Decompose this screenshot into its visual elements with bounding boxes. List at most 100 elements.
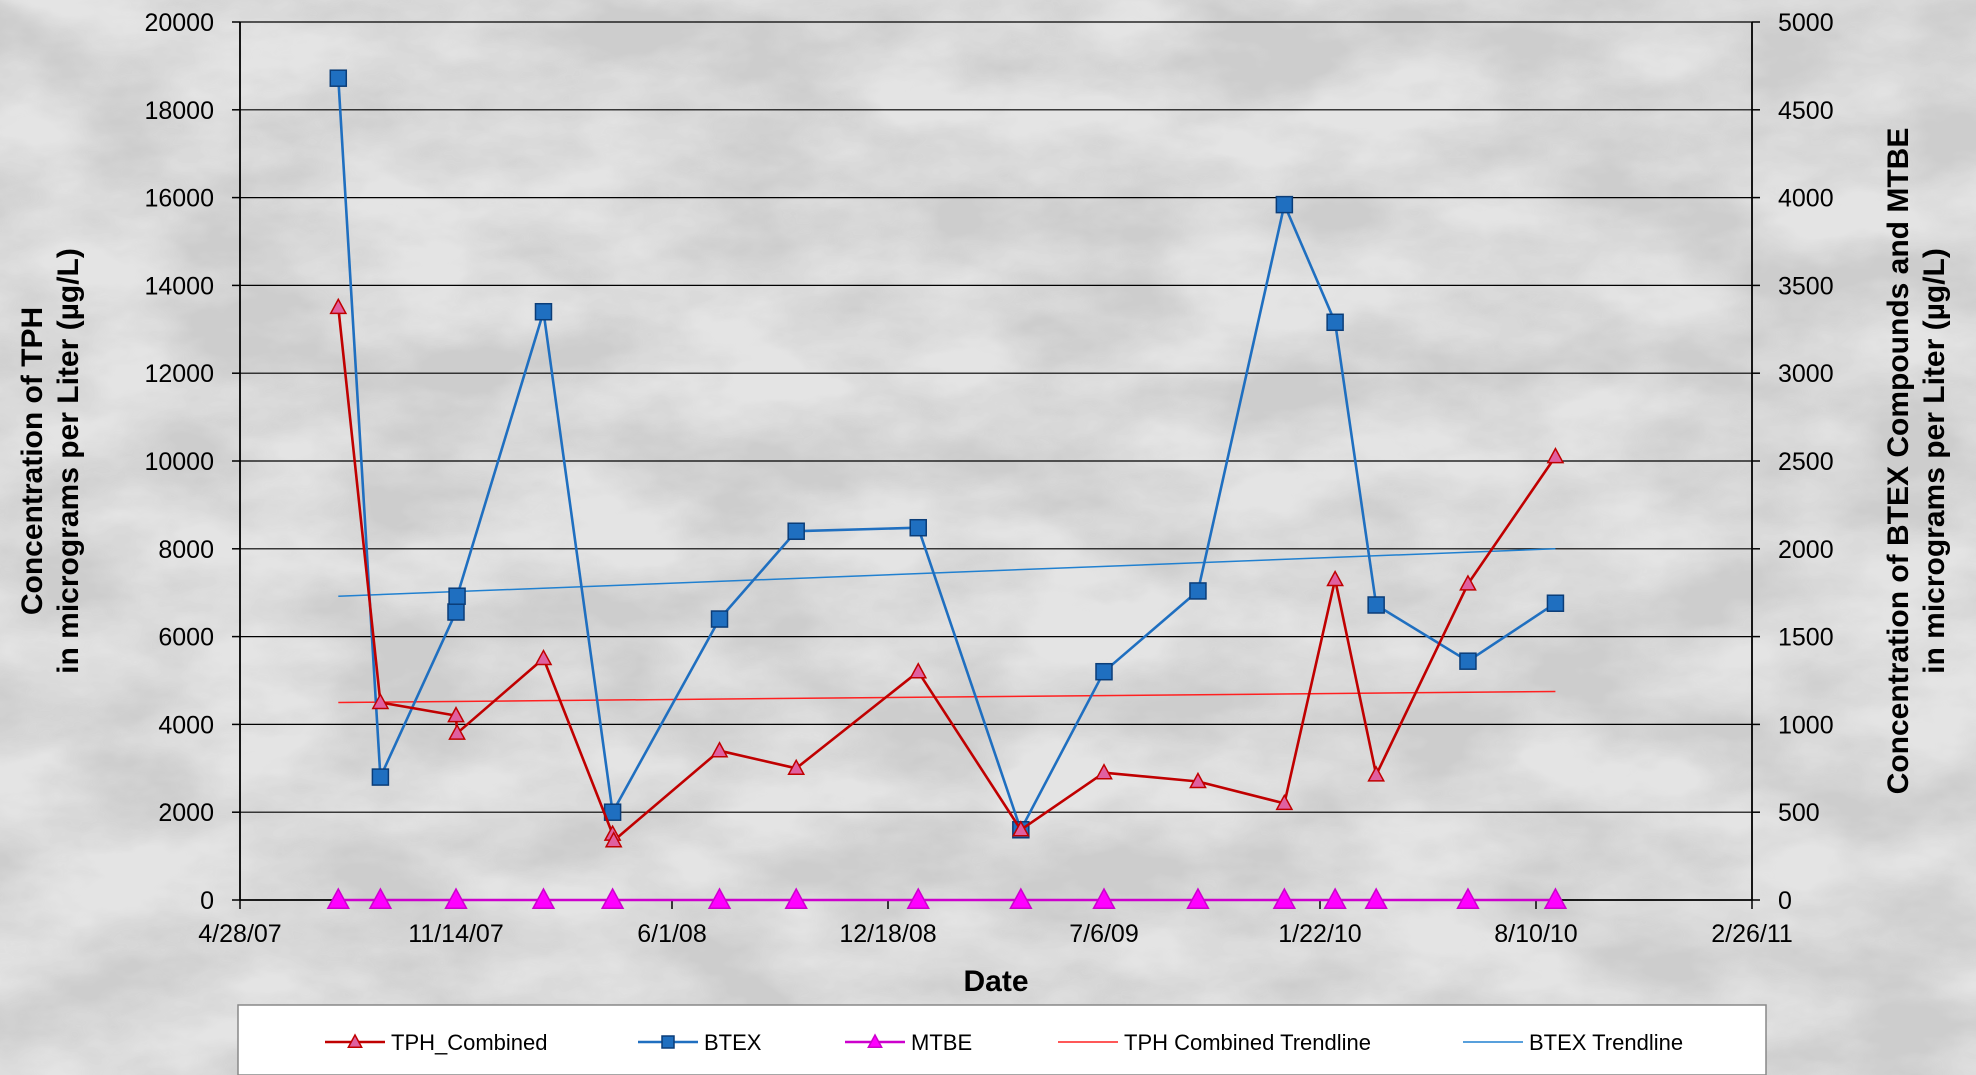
data-point: [368, 887, 393, 909]
legend-box: [237, 1004, 1767, 1075]
axis-title-line: in micrograms per Liter (µg/L): [52, 248, 85, 674]
x-tick-label: 12/18/08: [839, 920, 936, 948]
left-tick-label: 14000: [144, 272, 214, 300]
right-tick-label: 500: [1778, 799, 1820, 827]
data-point: [1459, 652, 1477, 670]
series-mtbe: [326, 887, 1568, 909]
right-tick-label: 2500: [1778, 448, 1834, 476]
series-tph-combined: [329, 297, 1565, 848]
axis-title-line: in micrograms per Liter (µg/L): [1918, 248, 1951, 674]
right-tick-label: 3500: [1778, 272, 1834, 300]
axis-title-text: Concentration of BTEX Compounds and MTBE…: [1882, 128, 1951, 795]
left-tick-label: 20000: [144, 9, 214, 37]
data-point: [710, 741, 729, 758]
right-tick-label: 2000: [1778, 536, 1834, 564]
right-tick-label: 1000: [1778, 711, 1834, 739]
left-tick-label: 12000: [144, 360, 214, 388]
data-point: [1272, 887, 1297, 909]
right-tick-label: 3000: [1778, 360, 1834, 388]
data-point: [448, 587, 466, 605]
data-point: [371, 692, 390, 710]
legend-item: BTEX Trendline: [1463, 1030, 1683, 1055]
data-point: [906, 887, 930, 909]
x-tick-label: 4/28/07: [198, 920, 281, 948]
data-point: [448, 723, 466, 740]
data-point: [784, 887, 808, 909]
data-point: [1095, 662, 1113, 681]
data-point: [1546, 447, 1565, 464]
right-tick-label: 5000: [1778, 9, 1834, 37]
data-point: [787, 522, 805, 540]
series-line: [338, 690, 1556, 704]
data-point: [1009, 887, 1033, 909]
right-tick-label: 4500: [1778, 97, 1834, 125]
x-tick-label: 8/10/10: [1494, 920, 1577, 948]
data-point: [787, 758, 806, 776]
data-point: [1189, 582, 1207, 600]
right-tick-label: 0: [1778, 887, 1792, 915]
data-point: [447, 706, 465, 723]
left-tick-label: 8000: [158, 536, 214, 564]
data-point: [1456, 887, 1480, 909]
data-point: [329, 297, 348, 315]
x-tick-label: 7/6/09: [1069, 920, 1139, 948]
data-point: [1364, 887, 1388, 909]
legend-label: MTBE: [911, 1030, 972, 1055]
legend-item: TPH Combined Trendline: [1058, 1030, 1371, 1055]
x-tick-label: 11/14/07: [408, 920, 503, 948]
data-point: [444, 887, 468, 909]
data-point: [600, 887, 625, 909]
legend-label: TPH_Combined: [391, 1030, 548, 1055]
data-point: [604, 831, 623, 848]
data-point: [534, 648, 553, 666]
data-point: [710, 610, 729, 628]
left-tick-label: 2000: [158, 799, 214, 827]
left-tick-label: 10000: [144, 448, 214, 476]
data-point: [1543, 887, 1568, 909]
left-tick-label: 4000: [158, 711, 214, 739]
tick-labels: 0 0 2000 500 4000 1000 6000 1500 8000 2000 10000 25…: [144, 9, 1833, 948]
x-axis-title: Date: [963, 965, 1028, 998]
axis-title-line: Concentration of TPH: [16, 307, 49, 615]
legend: TPH_Combined BTEX MTBE TPH Combined Trendli…: [237, 1004, 1767, 1075]
left-tick-label: 6000: [158, 624, 214, 652]
axis-title-text: Concentration of TPH in micrograms per Li…: [16, 248, 85, 674]
x-tick-label: 2/26/11: [1711, 920, 1793, 948]
series: [326, 69, 1568, 909]
data-point: [534, 302, 553, 321]
data-point: [371, 768, 390, 786]
data-point: [347, 1033, 363, 1048]
right-tick-label: 1500: [1778, 624, 1834, 652]
legend-item: BTEX: [638, 1030, 762, 1055]
data-point: [1186, 887, 1210, 909]
data-point: [867, 1033, 883, 1048]
data-point: [1367, 596, 1385, 614]
left-tick-label: 0: [200, 887, 214, 915]
axis-title-line: Concentration of BTEX Compounds and MTBE: [1882, 128, 1915, 795]
data-point: [329, 69, 348, 87]
left-tick-label: 16000: [144, 185, 214, 213]
legend-item: TPH_Combined: [325, 1030, 548, 1055]
data-point: [1367, 765, 1386, 782]
data-point: [1546, 594, 1565, 612]
x-tick-label: 1/22/10: [1278, 920, 1361, 948]
data-point: [326, 887, 350, 909]
left-axis-title: Concentration of TPH in micrograms per Li…: [16, 248, 85, 674]
data-point: [531, 887, 556, 909]
data-point: [1275, 793, 1294, 811]
data-point: [1275, 195, 1294, 214]
data-point: [1326, 313, 1344, 332]
x-tick-label: 6/1/08: [637, 920, 707, 948]
data-point: [1011, 820, 1030, 837]
data-point: [447, 603, 465, 621]
legend-label: BTEX: [704, 1030, 762, 1055]
legend-label: BTEX Trendline: [1529, 1030, 1683, 1055]
data-point: [909, 662, 928, 679]
data-point: [1459, 574, 1477, 591]
left-tick-label: 18000: [144, 97, 214, 125]
series-btex-trendline: [338, 548, 1556, 597]
data-point: [1323, 887, 1347, 909]
right-axis-title: Concentration of BTEX Compounds and MTBE…: [1882, 128, 1951, 795]
data-point: [1189, 771, 1207, 789]
